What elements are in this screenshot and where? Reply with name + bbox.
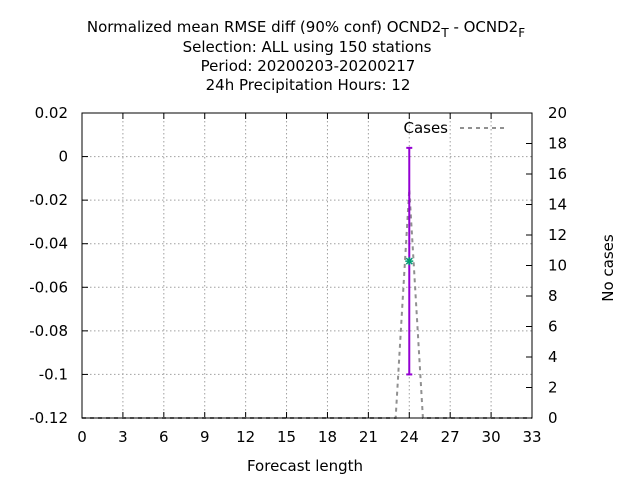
x-tick-label: 18 xyxy=(318,428,337,446)
cases-series-line xyxy=(82,189,532,419)
y-right-tick-label: 8 xyxy=(548,287,558,305)
y-right-tick-label: 10 xyxy=(548,257,567,275)
title-mid: - OCND2 xyxy=(449,18,519,36)
point-marker-d2 xyxy=(405,257,413,265)
chart-title-line4: 24h Precipitation Hours: 12 xyxy=(206,76,411,94)
y-right-tick-label: 16 xyxy=(548,165,567,183)
x-tick-label: 21 xyxy=(359,428,378,446)
x-tick-label: 9 xyxy=(200,428,210,446)
chart-title-line3: Period: 20200203-20200217 xyxy=(201,57,416,75)
title-sub-f: F xyxy=(518,26,525,40)
y-right-tick-label: 6 xyxy=(548,318,558,336)
y-left-tick-label: -0.04 xyxy=(29,235,68,253)
y-left-tick-label: -0.02 xyxy=(29,191,68,209)
y-left-tick-label: 0.02 xyxy=(35,104,68,122)
y-right-tick-label: 12 xyxy=(548,226,567,244)
x-tick-label: 27 xyxy=(441,428,460,446)
y-right-tick-label: 0 xyxy=(548,409,558,427)
x-tick-label: 24 xyxy=(400,428,419,446)
chart-title-line1: Normalized mean RMSE diff (90% conf) OCN… xyxy=(87,18,525,40)
y-left-axis-ticks: 0.02 0 -0.02 -0.04 -0.06 -0.08 -0.1 -0.12 xyxy=(29,104,88,427)
y-right-tick-label: 14 xyxy=(548,196,567,214)
y-right-tick-label: 4 xyxy=(548,348,558,366)
x-tick-label: 30 xyxy=(482,428,501,446)
x-axis-label: Forecast length xyxy=(247,457,363,475)
series-layer xyxy=(82,146,532,419)
y-right-tick-label: 2 xyxy=(548,379,558,397)
y-right-tick-label: 20 xyxy=(548,104,567,122)
y-left-tick-label: 0 xyxy=(58,148,68,166)
x-tick-label: 6 xyxy=(159,428,169,446)
y-left-tick-label: -0.1 xyxy=(39,365,68,383)
x-tick-label: 3 xyxy=(118,428,128,446)
x-tick-label: 12 xyxy=(236,428,255,446)
legend: Cases xyxy=(403,119,505,137)
y-left-tick-label: -0.08 xyxy=(29,322,68,340)
x-tick-label: 15 xyxy=(277,428,296,446)
title-main: Normalized mean RMSE diff (90% conf) OCN… xyxy=(87,18,441,36)
y-right-axis-label: No cases xyxy=(599,234,617,302)
x-tick-label: 0 xyxy=(77,428,87,446)
x-tick-label: 33 xyxy=(522,428,541,446)
y-left-tick-label: -0.06 xyxy=(29,278,68,296)
y-left-tick-label: -0.12 xyxy=(29,409,68,427)
y-right-tick-label: 18 xyxy=(548,135,567,153)
chart-title-line2: Selection: ALL using 150 stations xyxy=(183,38,432,56)
title-sub-t: T xyxy=(440,26,449,40)
plot-frame xyxy=(81,112,533,419)
grid-lines xyxy=(82,113,532,418)
x-axis-ticks: 0 3 6 9 12 15 18 21 24 27 30 33 xyxy=(77,113,542,446)
legend-label-cases: Cases xyxy=(403,119,448,137)
